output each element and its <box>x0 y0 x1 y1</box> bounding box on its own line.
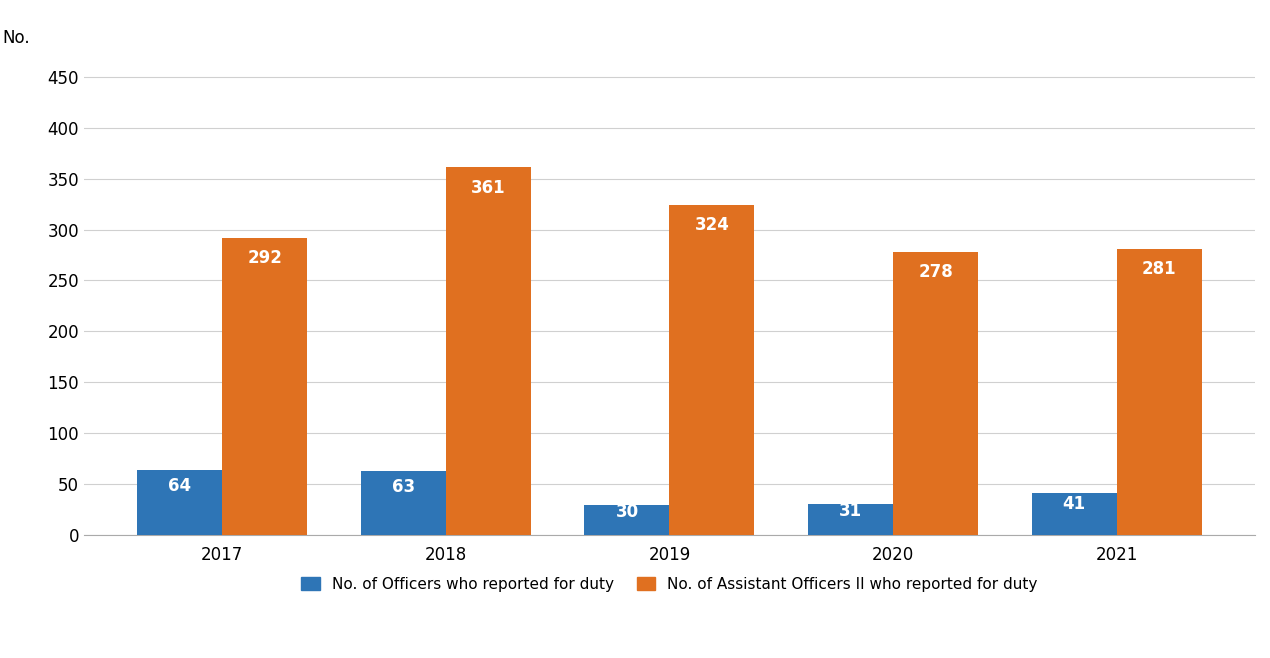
Text: No.: No. <box>3 29 29 47</box>
Text: 278: 278 <box>918 263 952 281</box>
Bar <box>669 205 754 535</box>
Bar <box>361 471 446 535</box>
Bar <box>1031 494 1116 535</box>
Text: 41: 41 <box>1063 495 1086 513</box>
Text: 63: 63 <box>391 478 415 496</box>
Bar <box>222 238 307 535</box>
Text: 361: 361 <box>471 179 505 197</box>
Bar <box>137 470 222 535</box>
Bar <box>808 503 893 535</box>
Text: 281: 281 <box>1142 260 1176 278</box>
Bar <box>893 252 978 535</box>
Bar <box>446 167 531 535</box>
Text: 64: 64 <box>168 477 192 495</box>
Text: 31: 31 <box>839 503 862 520</box>
Text: 30: 30 <box>616 503 639 521</box>
Text: 324: 324 <box>695 216 729 234</box>
Bar <box>1116 249 1201 535</box>
Bar <box>584 505 669 535</box>
Legend: No. of Officers who reported for duty, No. of Assistant Officers II who reported: No. of Officers who reported for duty, N… <box>293 569 1045 599</box>
Text: 292: 292 <box>248 249 282 267</box>
